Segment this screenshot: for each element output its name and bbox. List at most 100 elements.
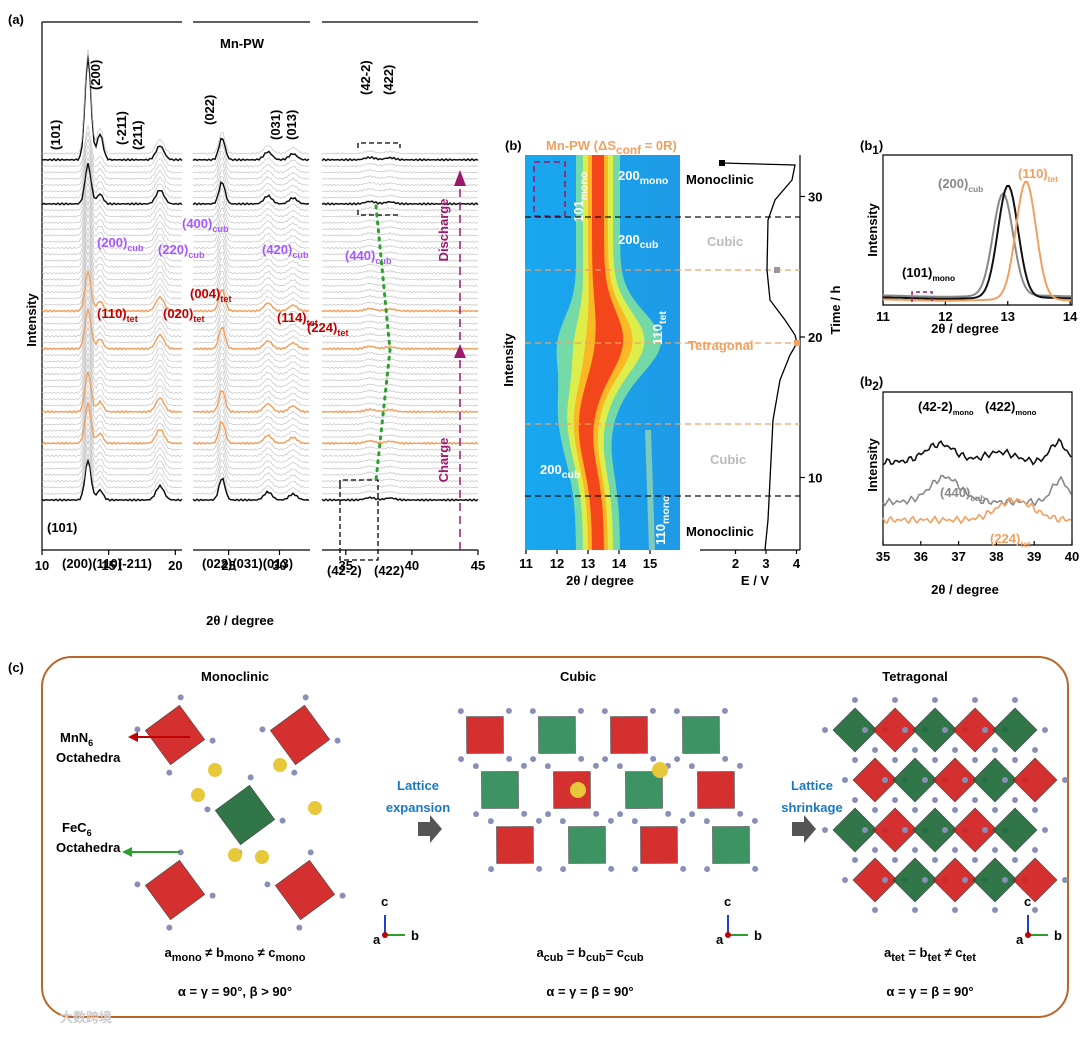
label: Octahedra <box>56 840 121 855</box>
arrow-icon <box>792 815 816 843</box>
atom <box>992 907 998 913</box>
pattern-line <box>321 407 479 414</box>
atom <box>892 797 898 803</box>
atom <box>559 818 566 825</box>
pattern-line <box>321 326 479 332</box>
atom <box>751 817 758 824</box>
label: (422) <box>381 65 396 95</box>
pattern-line <box>321 376 479 382</box>
pattern-line <box>192 402 309 426</box>
atom <box>529 708 536 715</box>
pattern-line <box>41 157 183 199</box>
octahedron <box>852 757 898 803</box>
pattern-line <box>192 200 310 225</box>
pattern-line <box>41 384 183 426</box>
pattern-line <box>322 245 479 250</box>
pattern-line <box>41 396 183 439</box>
label: Tetragonal <box>882 669 948 684</box>
pattern-line <box>321 307 479 313</box>
octahedron <box>144 859 206 921</box>
octahedron <box>932 757 978 803</box>
atom <box>1012 697 1018 703</box>
atom <box>852 797 858 803</box>
atom <box>722 755 729 762</box>
atom <box>228 848 242 862</box>
pattern-line <box>192 420 310 446</box>
pattern-line <box>321 238 479 243</box>
octahedron <box>932 857 978 903</box>
atom <box>842 877 848 883</box>
label-main: FeC <box>62 820 87 835</box>
atom <box>992 847 998 853</box>
pattern-line <box>192 364 310 388</box>
label-main: (b <box>860 374 872 389</box>
pattern-line <box>41 409 182 451</box>
pattern-line <box>41 144 183 187</box>
atom <box>912 807 918 813</box>
label-main: (110) <box>1018 166 1048 181</box>
atom <box>982 827 988 833</box>
label: (-211) <box>114 111 129 145</box>
pattern-line <box>321 276 479 281</box>
x-tick-label: 37 <box>951 549 965 564</box>
pattern-line <box>321 219 479 225</box>
label-sub: tet <box>220 294 231 304</box>
pattern-line <box>321 313 479 319</box>
label: shrinkage <box>781 800 842 815</box>
atom <box>1032 907 1038 913</box>
octahedron <box>640 826 678 864</box>
label-sub: mono <box>1015 408 1036 417</box>
pattern-line <box>192 257 310 281</box>
pattern-line <box>321 459 479 464</box>
x-tick-label: 11 <box>876 309 890 324</box>
x-tick-label: 2 <box>732 556 739 571</box>
atom <box>1042 727 1048 733</box>
atom <box>535 817 542 824</box>
pattern-line <box>42 137 183 180</box>
atom <box>852 857 858 863</box>
label-sub: tet <box>307 318 318 328</box>
box <box>911 291 933 302</box>
label: Mn-PW <box>220 36 265 51</box>
pattern-line <box>192 465 310 489</box>
eq-sub: mono <box>224 952 254 964</box>
label: (114)tet <box>277 310 318 328</box>
label: Cubic <box>560 669 596 684</box>
atom <box>308 801 322 815</box>
atom <box>520 762 527 769</box>
octahedron <box>610 716 648 754</box>
curve <box>882 192 1072 298</box>
eq-sub: cub <box>586 952 606 964</box>
pattern-line <box>41 326 183 369</box>
pattern-line <box>321 421 479 426</box>
pattern-line <box>192 434 310 458</box>
octahedron <box>269 704 331 766</box>
label: (b2) <box>860 374 883 393</box>
pattern-line <box>41 333 183 376</box>
x-tick-label: 20 <box>168 558 182 573</box>
label: (400)cub <box>182 216 229 234</box>
pattern-line <box>41 295 183 338</box>
curve <box>882 437 1072 466</box>
label-sub: tet <box>1020 539 1030 549</box>
label: c <box>381 894 388 909</box>
atom <box>488 866 495 873</box>
eq-sub: tet <box>891 952 905 964</box>
plot-frame <box>882 391 1073 546</box>
label-sub: tet <box>337 328 348 338</box>
atom <box>208 763 222 777</box>
pattern-line <box>192 345 310 369</box>
x-tick-label: 10 <box>35 558 49 573</box>
atom <box>209 737 216 744</box>
pattern-line <box>41 55 183 162</box>
pattern-line <box>41 364 183 407</box>
octahedron <box>538 716 576 754</box>
label: Octahedra <box>56 750 121 765</box>
pattern-line <box>321 200 479 206</box>
label: 200mono <box>618 168 668 187</box>
pattern-line <box>192 207 310 231</box>
atom <box>544 763 551 770</box>
atom <box>608 865 615 872</box>
atom <box>560 866 567 873</box>
atom <box>273 758 287 772</box>
